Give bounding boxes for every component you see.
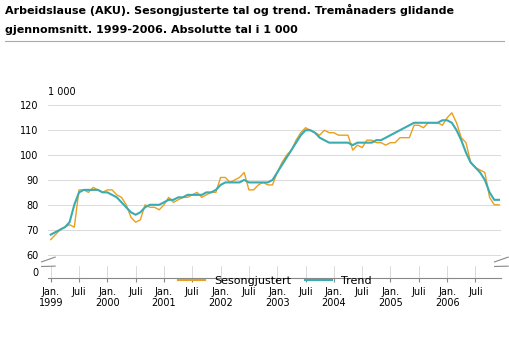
Text: gjennomsnitt. 1999-2006. Absolutte tal i 1 000: gjennomsnitt. 1999-2006. Absolutte tal i… — [5, 25, 298, 35]
Text: 1 000: 1 000 — [48, 87, 76, 97]
Text: Arbeidslause (AKU). Sesongjusterte tal og trend. Tremånaders glidande: Arbeidslause (AKU). Sesongjusterte tal o… — [5, 4, 454, 16]
Legend: Sesongjustert, Trend: Sesongjustert, Trend — [173, 271, 377, 290]
